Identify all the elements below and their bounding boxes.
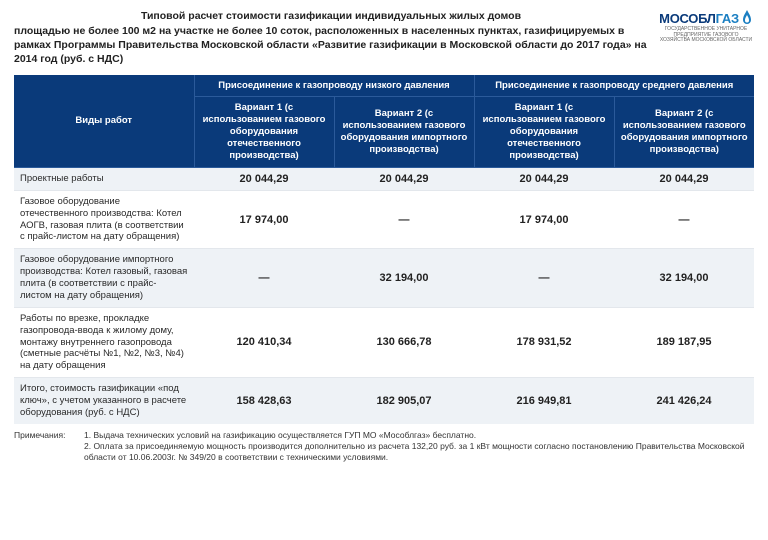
footnote-2: 2. Оплата за присоединяемую мощность про… [84, 441, 754, 463]
table-row: Газовое оборудование отечественного прои… [14, 190, 754, 249]
row-value: 130 666,78 [334, 307, 474, 377]
row-value: 32 194,00 [334, 249, 474, 308]
logo-text: МОСОБЛГАЗ [659, 11, 739, 26]
row-value: 20 044,29 [194, 167, 334, 190]
table-row: Работы по врезке, прокладке газопровода-… [14, 307, 754, 377]
logo-tagline: ГОСУДАРСТВЕННОЕ УНИТАРНОЕ ПРЕДПРИЯТИЕ ГА… [658, 27, 754, 44]
row-label: Итого, стоимость газификации «под ключ»,… [14, 378, 194, 424]
row-value: — [614, 190, 754, 249]
row-value: — [194, 249, 334, 308]
table-body: Проектные работы20 044,2920 044,2920 044… [14, 167, 754, 424]
col-work-types: Виды работ [14, 75, 194, 168]
row-value: 189 187,95 [614, 307, 754, 377]
row-value: 20 044,29 [474, 167, 614, 190]
row-value: 241 426,24 [614, 378, 754, 424]
table-head: Виды работ Присоединение к газопроводу н… [14, 75, 754, 168]
row-label: Газовое оборудование импортного производ… [14, 249, 194, 308]
footnotes-label: Примечания: [14, 430, 84, 463]
row-value: 178 931,52 [474, 307, 614, 377]
row-value: 216 949,81 [474, 378, 614, 424]
table-row: Газовое оборудование импортного производ… [14, 249, 754, 308]
col-med-v2: Вариант 2 (с использованием газового обо… [614, 97, 754, 167]
row-value: 32 194,00 [614, 249, 754, 308]
row-label: Проектные работы [14, 167, 194, 190]
title-main: Типовой расчет стоимости газификации инд… [14, 10, 648, 22]
row-value: 120 410,34 [194, 307, 334, 377]
row-value: 17 974,00 [474, 190, 614, 249]
col-low-v1: Вариант 1 (с использованием газового обо… [194, 97, 334, 167]
col-low-v2: Вариант 2 (с использованием газового обо… [334, 97, 474, 167]
title-sub: площадью не более 100 м2 на участке не б… [14, 24, 648, 67]
row-value: — [474, 249, 614, 308]
footnote-1: 1. Выдача технических условий на газифик… [84, 430, 754, 441]
row-label: Работы по врезке, прокладке газопровода-… [14, 307, 194, 377]
table-row: Проектные работы20 044,2920 044,2920 044… [14, 167, 754, 190]
logo: МОСОБЛГАЗ ГОСУДАРСТВЕННОЕ УНИТАРНОЕ ПРЕД… [658, 10, 754, 44]
row-value: — [334, 190, 474, 249]
row-value: 158 428,63 [194, 378, 334, 424]
table-row: Итого, стоимость газификации «под ключ»,… [14, 378, 754, 424]
footnotes-body: 1. Выдача технических условий на газифик… [84, 430, 754, 463]
header-text: Типовой расчет стоимости газификации инд… [14, 10, 658, 67]
cost-table: Виды работ Присоединение к газопроводу н… [14, 75, 754, 424]
row-value: 20 044,29 [614, 167, 754, 190]
document-header: Типовой расчет стоимости газификации инд… [14, 10, 754, 67]
row-value: 20 044,29 [334, 167, 474, 190]
footnotes: Примечания: 1. Выдача технических услови… [14, 430, 754, 463]
col-group-med: Присоединение к газопроводу среднего дав… [474, 75, 754, 97]
flame-icon [741, 10, 753, 26]
col-group-low: Присоединение к газопроводу низкого давл… [194, 75, 474, 97]
col-med-v1: Вариант 1 (с использованием газового обо… [474, 97, 614, 167]
row-value: 17 974,00 [194, 190, 334, 249]
row-value: 182 905,07 [334, 378, 474, 424]
row-label: Газовое оборудование отечественного прои… [14, 190, 194, 249]
